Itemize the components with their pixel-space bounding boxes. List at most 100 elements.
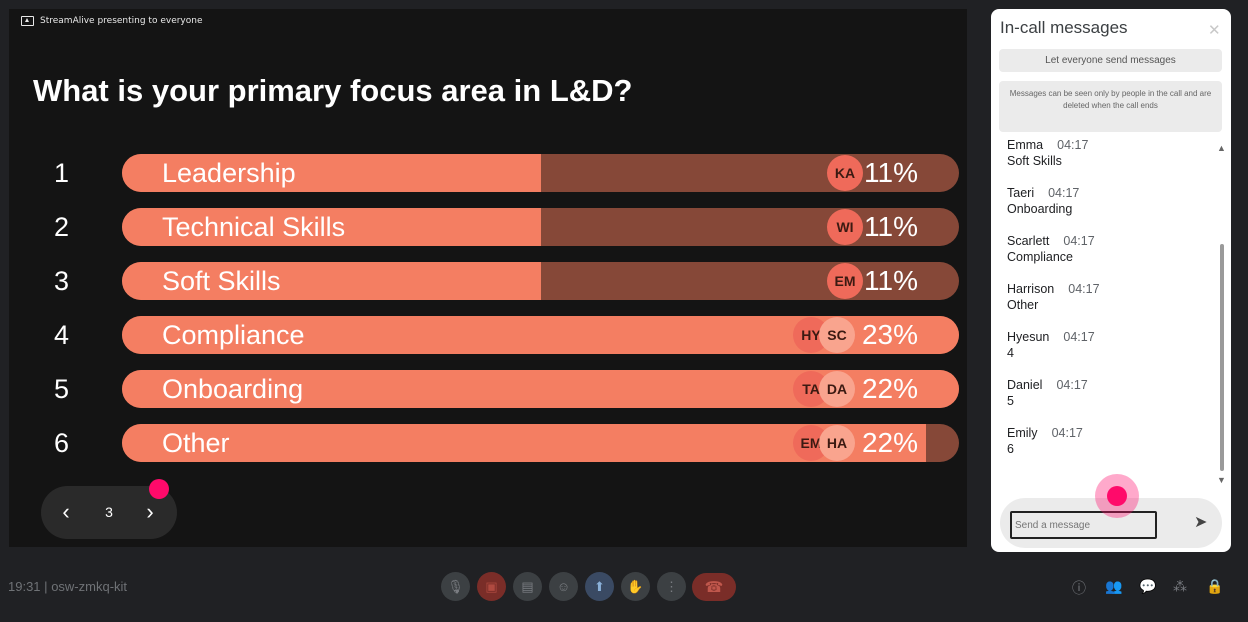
option-label: Soft Skills xyxy=(162,266,281,296)
message-sender: Emily xyxy=(1007,426,1038,440)
end-call-icon[interactable]: ☎ xyxy=(692,573,736,601)
message-time: 04:17 xyxy=(1056,378,1088,392)
poll-option-row: 6 Other EM HA 22% xyxy=(9,424,967,462)
chat-message: Scarlett 04:17 Compliance xyxy=(1007,234,1207,282)
option-bar-fill xyxy=(122,154,541,192)
message-text: Onboarding xyxy=(1007,202,1073,216)
message-time: 04:17 xyxy=(1057,138,1089,152)
scrollbar-thumb[interactable] xyxy=(1220,244,1224,471)
poll-option-row: 4 Compliance HY SC 23% xyxy=(9,316,967,354)
message-time: 04:17 xyxy=(1068,282,1100,296)
send-icon[interactable]: ➤ xyxy=(1194,514,1208,531)
voter-avatar: EM xyxy=(827,263,863,299)
option-number: 3 xyxy=(54,266,70,296)
option-bar-fill xyxy=(122,424,926,462)
scroll-down-arrow-icon[interactable]: ▼ xyxy=(1217,475,1226,485)
option-label: Other xyxy=(162,428,230,458)
poll-option-row: 1 Leadership KA 11% xyxy=(9,154,967,192)
voter-avatar: DA xyxy=(819,371,855,407)
microphone-icon[interactable]: 🎙 xyxy=(441,572,470,601)
chat-message: Taeri 04:17 Onboarding xyxy=(1007,186,1207,234)
let-everyone-send-toggle[interactable]: Let everyone send messages xyxy=(999,49,1222,72)
message-sender: Taeri xyxy=(1007,186,1035,200)
message-text: Compliance xyxy=(1007,250,1074,264)
voter-avatar: KA xyxy=(827,155,863,191)
option-bar xyxy=(122,208,959,246)
message-time: 04:17 xyxy=(1051,426,1083,440)
option-number: 4 xyxy=(54,320,70,350)
voter-avatar: WI xyxy=(827,209,863,245)
chat-message: Daniel 04:17 5 xyxy=(1007,378,1207,426)
option-label: Technical Skills xyxy=(162,212,346,242)
message-sender: Daniel xyxy=(1007,378,1043,392)
chat-message: Harrison 04:17 Other xyxy=(1007,282,1207,330)
option-percentage: 11% xyxy=(864,265,918,296)
message-text: Soft Skills xyxy=(1007,154,1062,168)
activities-icon[interactable]: ⁂ xyxy=(1173,578,1187,594)
panel-title: In-call messages xyxy=(1000,18,1128,37)
close-icon[interactable]: ✕ xyxy=(1208,22,1221,39)
more-options-icon[interactable]: ⋮ xyxy=(657,572,686,601)
message-list: Emma 04:17 Soft Skills Taeri 04:17 Onboarding… xyxy=(1007,138,1207,474)
option-label: Onboarding xyxy=(162,374,304,404)
message-text: 4 xyxy=(1007,346,1014,360)
people-icon[interactable]: 👥 xyxy=(1105,578,1123,594)
click-indicator-dot xyxy=(1107,486,1127,506)
meeting-separator: | xyxy=(44,579,48,594)
chat-message: Emma 04:17 Soft Skills xyxy=(1007,138,1207,186)
option-number: 2 xyxy=(54,212,70,242)
message-time: 04:17 xyxy=(1063,234,1095,248)
poll-option-row: 3 Soft Skills EM 11% xyxy=(9,262,967,300)
message-sender: Harrison xyxy=(1007,282,1055,296)
option-number: 5 xyxy=(54,374,70,404)
meeting-time: 19:31 xyxy=(8,579,41,594)
message-time: 04:17 xyxy=(1048,186,1080,200)
option-percentage: 11% xyxy=(864,157,918,188)
emoji-icon[interactable]: ☺ xyxy=(549,572,578,601)
chat-message: Emily 04:17 6 xyxy=(1007,426,1207,474)
scroll-up-arrow-icon[interactable]: ▲ xyxy=(1217,143,1226,153)
chat-icon[interactable]: 💬 xyxy=(1139,578,1157,594)
messages-info: Messages can be seen only by people in t… xyxy=(999,81,1222,132)
slide-page-number: 3 xyxy=(105,504,113,520)
presenting-banner: StreamAlive presenting to everyone xyxy=(21,16,203,26)
info-icon[interactable]: ⓘ xyxy=(1072,580,1086,596)
next-slide-button[interactable]: › xyxy=(146,499,154,524)
poll-option-row: 2 Technical Skills WI 11% xyxy=(9,208,967,246)
captions-icon[interactable]: ▤ xyxy=(513,572,542,601)
message-text: 5 xyxy=(1007,394,1014,408)
option-bar xyxy=(122,262,959,300)
option-bar xyxy=(122,370,959,408)
poll-question: What is your primary focus area in L&D? xyxy=(33,73,633,108)
meeting-code: osw-zmkq-kit xyxy=(51,579,128,594)
voter-avatar: HA xyxy=(819,425,855,461)
chat-message: Hyesun 04:17 4 xyxy=(1007,330,1207,378)
presenting-text: StreamAlive presenting to everyone xyxy=(40,16,203,26)
option-percentage: 22% xyxy=(861,373,918,404)
meeting-info: 19:31 | osw-zmkq-kit xyxy=(8,579,127,594)
option-label: Leadership xyxy=(162,158,296,188)
send-message-input[interactable] xyxy=(1010,511,1157,539)
cursor-marker xyxy=(149,479,169,499)
option-label: Compliance xyxy=(162,320,305,350)
previous-slide-button[interactable]: ‹ xyxy=(62,499,70,524)
message-sender: Emma xyxy=(1007,138,1044,152)
option-number: 1 xyxy=(54,158,70,188)
present-screen-button-icon[interactable]: ⬆ xyxy=(585,572,614,601)
option-number: 6 xyxy=(54,428,70,458)
host-controls-icon[interactable]: 🔒 xyxy=(1206,578,1224,594)
poll-option-row: 5 Onboarding TA DA 22% xyxy=(9,370,967,408)
voter-avatar: SC xyxy=(819,317,855,353)
camera-off-icon[interactable]: ▣ xyxy=(477,572,506,601)
message-sender: Scarlett xyxy=(1007,234,1050,248)
in-call-messages-panel: In-call messages ✕ Let everyone send mes… xyxy=(991,9,1231,552)
message-time: 04:17 xyxy=(1063,330,1095,344)
raise-hand-icon[interactable]: ✋ xyxy=(621,572,650,601)
meeting-controls-bar: 19:31 | osw-zmkq-kit 🎙 ▣ ▤ ☺ ⬆ ✋ ⋮ ☎ ⓘ 👥… xyxy=(0,553,1248,622)
message-sender: Hyesun xyxy=(1007,330,1050,344)
option-bar-fill xyxy=(122,262,541,300)
option-percentage: 22% xyxy=(861,427,918,458)
option-percentage: 11% xyxy=(864,211,918,242)
presentation-slide: StreamAlive presenting to everyone What … xyxy=(9,9,967,547)
message-compose: ➤ xyxy=(1000,498,1222,548)
